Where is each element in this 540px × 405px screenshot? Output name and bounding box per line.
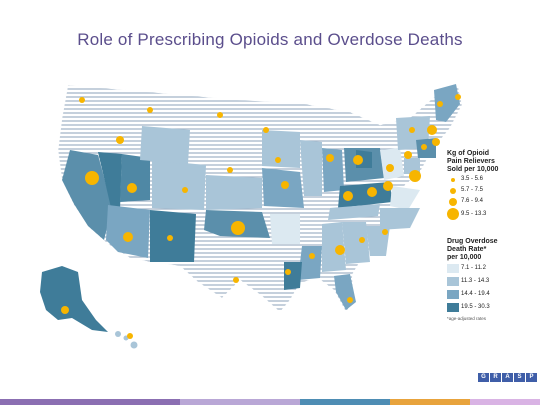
color-swatch (447, 303, 459, 312)
color-swatch (447, 264, 459, 273)
bar-segment (0, 399, 180, 405)
color-swatch (447, 277, 459, 286)
sales-legend-item: 9.5 - 13.3 (447, 208, 537, 222)
hawaii (115, 331, 138, 349)
logo-letter: G (478, 373, 489, 382)
bottom-color-bar (0, 399, 540, 405)
alaska (40, 266, 108, 332)
death-rate-legend-item: 19.5 - 30.3 (447, 303, 537, 314)
death-rate-legend-item: 14.4 - 19.4 (447, 290, 537, 301)
logo-letter: A (502, 373, 513, 382)
logo-letter: S (514, 373, 525, 382)
xlarge-dot-icon (447, 208, 459, 220)
bar-segment (390, 399, 470, 405)
bar-segment (300, 399, 390, 405)
slide-title: Role of Prescribing Opioids and Overdose… (77, 30, 463, 49)
small-dot-icon (451, 178, 455, 182)
large-dot-icon (449, 198, 457, 206)
color-swatch (447, 290, 459, 299)
death-rate-legend-item: 7.1 - 11.2 (447, 264, 537, 275)
legend-footnote: *age-adjusted rates (447, 316, 487, 321)
sales-legend-item: 3.5 - 5.6 (447, 175, 537, 185)
logo-letter: P (526, 373, 537, 382)
sales-legend-item: 7.6 - 9.4 (447, 197, 537, 207)
bar-segment (470, 399, 540, 405)
death-rate-legend-title: Drug Overdose Death Rate* per 10,000 (447, 238, 498, 261)
sales-legend-item: 5.7 - 7.5 (447, 186, 537, 196)
sales-legend-title: Kg of Opioid Pain Relievers Sold per 10,… (447, 150, 499, 173)
sales-dots (61, 94, 461, 339)
grasp-logo: G R A S P (478, 373, 537, 382)
medium-dot-icon (450, 188, 456, 194)
state-regions (62, 84, 460, 310)
logo-letter: R (490, 373, 501, 382)
death-rate-legend-item: 11.3 - 14.3 (447, 277, 537, 288)
bar-segment (180, 399, 300, 405)
map-legend: Kg of Opioid Pain Relievers Sold per 10,… (447, 150, 537, 321)
